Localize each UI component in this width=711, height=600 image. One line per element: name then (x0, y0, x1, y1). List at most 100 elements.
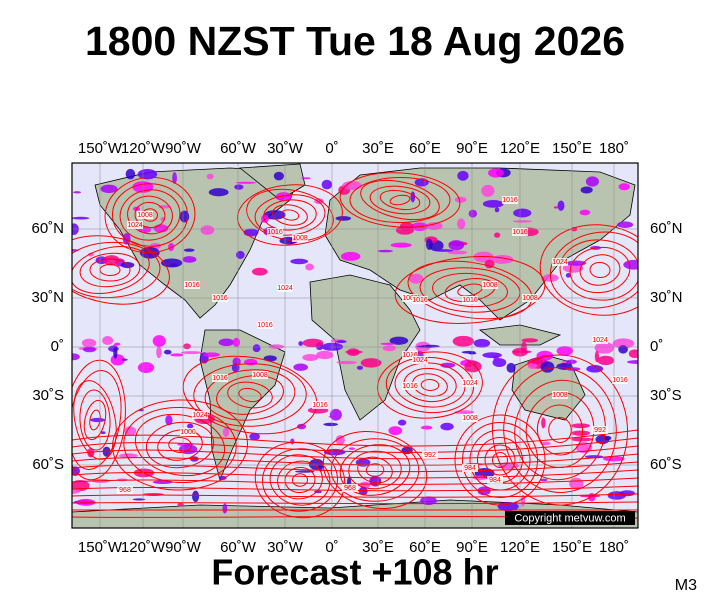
precip-cell (308, 458, 325, 470)
precip-cell (232, 337, 241, 348)
lon-label-bottom: 60˚E (409, 539, 441, 556)
precip-cell (243, 228, 259, 237)
isobar (134, 413, 226, 477)
precip-cell (397, 419, 407, 426)
lat-label-right: 0˚ (650, 338, 663, 355)
precip-cell (232, 357, 241, 366)
isobar-label: 1016 (402, 352, 418, 359)
precip-cell (137, 169, 158, 180)
precip-cell (382, 345, 396, 352)
isobar-label: 1008 (292, 235, 308, 242)
precip-cell (235, 181, 257, 184)
precip-cell (156, 346, 162, 359)
isobar (503, 367, 617, 493)
isobar (216, 375, 284, 415)
precip-cell (234, 184, 244, 190)
isobar-label: 1008 (522, 295, 538, 302)
isobar (389, 194, 411, 206)
isobar (72, 437, 638, 453)
precip-cell (208, 188, 229, 197)
isobar (89, 258, 131, 282)
precip-cell (264, 210, 286, 220)
isobar (72, 359, 126, 481)
precip-cell (182, 256, 197, 263)
precip-cell (177, 502, 184, 507)
title: 1800 NZST Tue 18 Aug 2026 (85, 18, 625, 64)
isobar (254, 194, 326, 236)
precip-cell (178, 444, 198, 455)
precip-cell (263, 355, 277, 362)
lat-label-right: 30˚N (650, 289, 683, 306)
precip-cell (627, 360, 638, 364)
isobar (579, 254, 621, 286)
precip-cell (261, 214, 269, 223)
isobar-label: 984 (464, 465, 476, 472)
lon-label-top: 90˚E (456, 140, 488, 157)
precip-cell (102, 336, 114, 345)
precip-cell (293, 363, 308, 371)
isobar (514, 379, 606, 481)
precip-cell (290, 438, 295, 445)
precip-cell (180, 351, 203, 355)
precip-cell (163, 349, 172, 355)
precip-cell (305, 263, 314, 271)
lon-label-top: 150˚W (78, 140, 123, 157)
precip-cell (447, 250, 468, 255)
isobar-label-bg (552, 391, 568, 399)
isobar (168, 436, 192, 454)
precip-cell (118, 453, 138, 459)
precip-cell (477, 486, 491, 496)
precip-cell (565, 359, 577, 365)
isobar-label-bg (482, 281, 498, 289)
isobar (539, 224, 638, 316)
precip-cell (513, 208, 532, 218)
precip-cell (579, 209, 591, 216)
isobar (484, 444, 516, 476)
isobar (246, 188, 334, 242)
precip-cell (103, 255, 120, 266)
lon-label-bottom: 120˚W (121, 539, 166, 556)
precip-cell (206, 173, 214, 180)
isobar-label-bg (412, 296, 428, 304)
precip-cell (452, 335, 475, 347)
precip-cell (340, 251, 361, 261)
copyright-box (505, 511, 635, 525)
precip-cell (604, 435, 612, 441)
isobar (339, 172, 461, 228)
isobar-label-bg (292, 234, 308, 242)
isobar-label-bg (462, 464, 478, 472)
precip-cell (348, 447, 355, 451)
precip-cell (426, 222, 443, 230)
isobar-label: 1016 (312, 402, 328, 409)
precip-cell (618, 345, 628, 354)
precip-cell (183, 248, 195, 252)
lat-label-left: 30˚N (31, 289, 64, 306)
precip-cell (597, 355, 615, 366)
precip-cell (521, 338, 539, 343)
precip-cell (87, 252, 94, 257)
isobar-label: 1008 (482, 282, 498, 289)
precip-cell (585, 176, 599, 187)
precip-cell (389, 336, 409, 345)
precip-cell (302, 338, 324, 348)
lon-label-bottom: 90˚E (456, 539, 488, 556)
precip-cell (482, 352, 502, 359)
precip-cell (83, 346, 96, 353)
isobar-label: 1008 (552, 392, 568, 399)
precip-cell (482, 200, 504, 208)
precip-cell (420, 496, 437, 506)
precip-cell (187, 423, 194, 429)
footer: Forecast +108 hr (211, 552, 498, 593)
lon-label-bottom: 0˚ (325, 539, 338, 556)
isobar (145, 421, 215, 469)
precip-cell (124, 426, 137, 437)
precip-cell (114, 342, 121, 346)
isobar (491, 354, 629, 506)
isobar-label: 1024 (552, 259, 568, 266)
precip-cell (275, 192, 293, 202)
precip-cell (497, 501, 519, 512)
precip-cell (87, 447, 95, 458)
isobar (237, 184, 343, 246)
lat-label-right: 30˚S (650, 387, 682, 404)
precip-cell (623, 259, 638, 270)
